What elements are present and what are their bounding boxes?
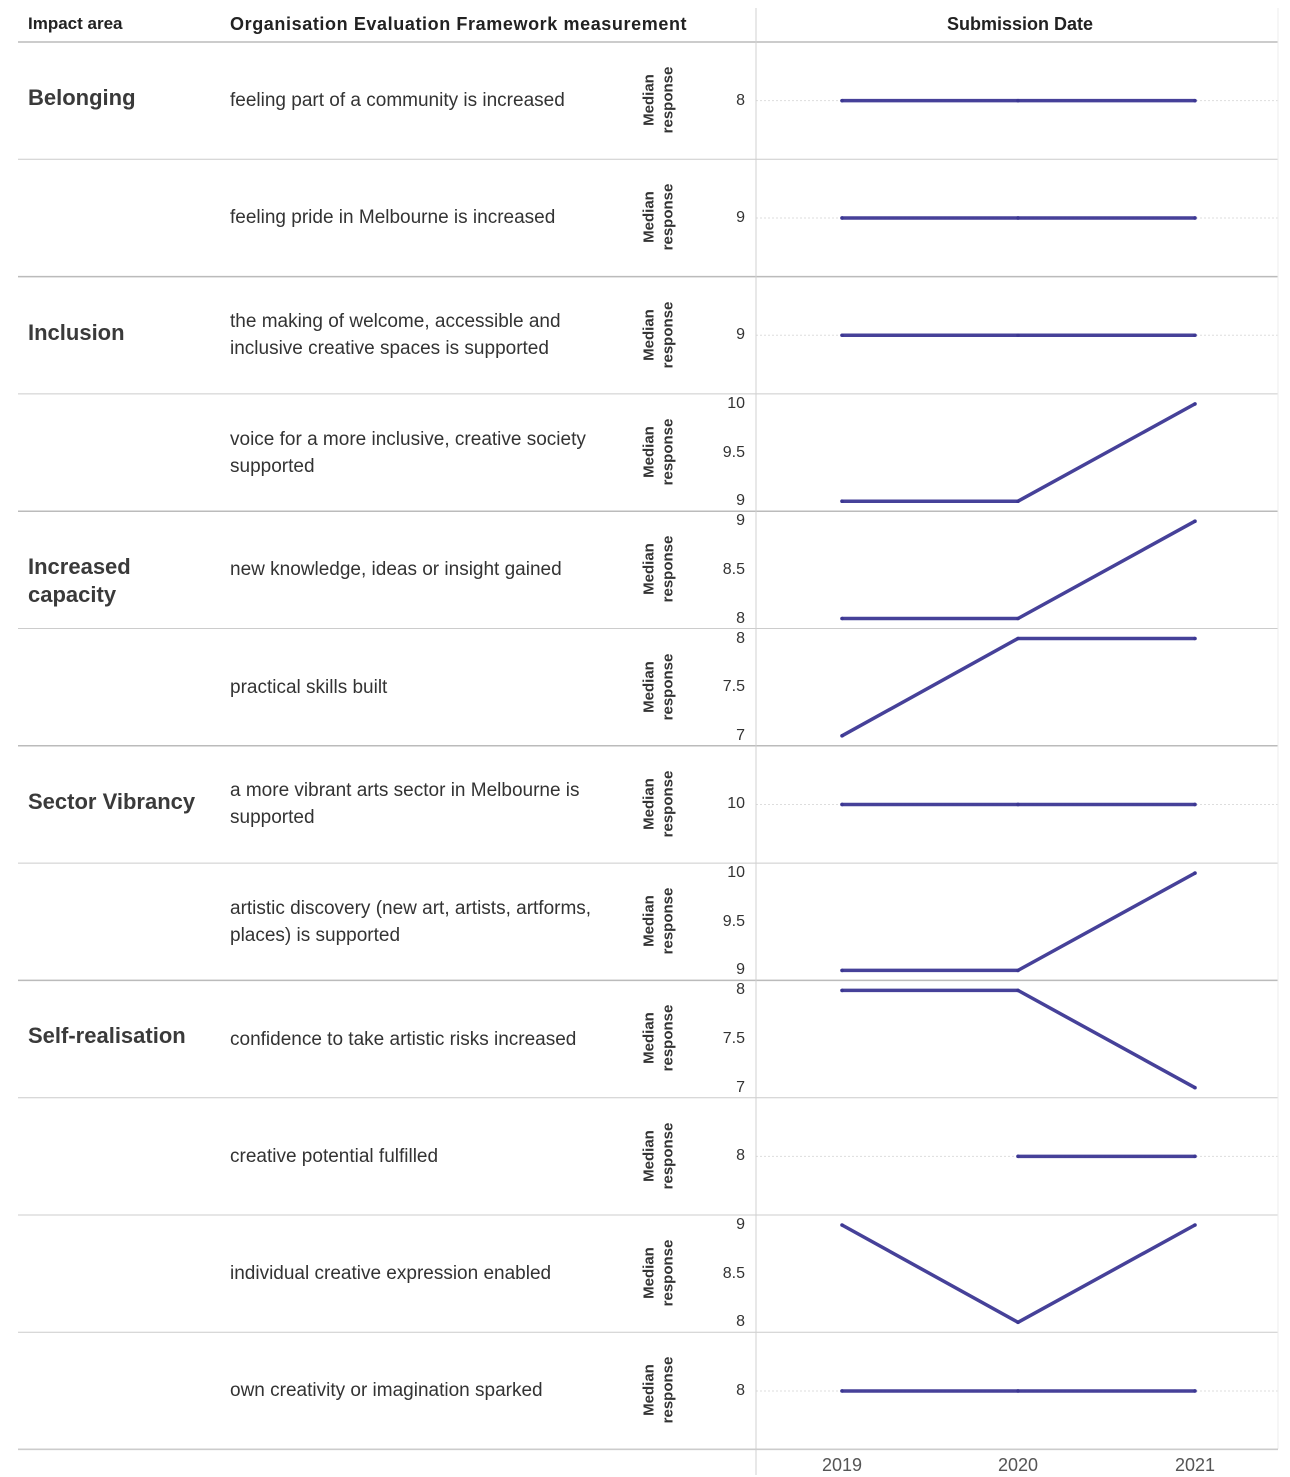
- data-point: [1016, 1320, 1020, 1325]
- data-point: [840, 802, 844, 807]
- series-line: [842, 988, 1196, 1090]
- y-tick-label: 9: [736, 492, 745, 510]
- impact-area-label: Sector Vibrancy: [28, 788, 196, 814]
- measurement-label: a more vibrant arts sector in Melbourne …: [230, 780, 580, 829]
- measurement-label: confidence to take artistic risks increa…: [230, 1028, 577, 1050]
- y-tick-label: 10: [727, 394, 745, 412]
- measurement-label: new knowledge, ideas or insight gained: [230, 559, 562, 581]
- y-tick-label: 10: [727, 864, 745, 882]
- data-point: [1193, 1389, 1197, 1393]
- y-tick-label: 8: [736, 1313, 745, 1331]
- data-point: [840, 1223, 844, 1227]
- x-tick-label: 2019: [821, 1455, 863, 1475]
- data-point: [1016, 333, 1020, 338]
- y-tick-label: 8: [736, 609, 745, 627]
- x-tick-label: 2021: [1174, 1455, 1216, 1475]
- y-tick-label: 9: [736, 1216, 745, 1233]
- y-tick-label: 7.5: [722, 1030, 745, 1048]
- impact-area-label: Self-realisation: [28, 1023, 186, 1049]
- data-point: [1016, 802, 1020, 807]
- data-point: [1193, 1085, 1197, 1090]
- data-point: [1193, 519, 1197, 523]
- data-point: [1016, 499, 1020, 504]
- data-point: [1193, 1223, 1197, 1227]
- measurement-label: own creativity or imagination sparked: [230, 1380, 543, 1402]
- y-tick-label: 9.5: [722, 912, 745, 930]
- measurement-label: artistic discovery (new art, artists, ar…: [230, 897, 592, 946]
- y-tick-label: 8: [736, 629, 745, 647]
- y-tick-label: 8: [736, 1381, 745, 1399]
- y-tick-label: 8: [736, 981, 745, 999]
- y-tick-label: 8.5: [722, 560, 745, 578]
- measurement-label: the making of welcome, accessible and in…: [230, 311, 561, 360]
- data-point: [840, 333, 844, 338]
- data-point: [1193, 333, 1197, 338]
- y-tick-label: 9: [736, 961, 745, 979]
- data-point: [840, 98, 844, 103]
- impact-area-label: Increased capacity: [28, 554, 131, 608]
- data-point: [1193, 871, 1197, 875]
- y-tick-label: 7: [736, 1078, 745, 1096]
- data-point: [1016, 968, 1020, 973]
- y-tick-label: 9: [736, 326, 745, 344]
- measurement-label: individual creative expression enabled: [230, 1263, 552, 1285]
- y-tick-label: 8.5: [722, 1264, 745, 1282]
- data-point: [1193, 402, 1197, 406]
- data-point: [1016, 636, 1020, 641]
- measurement-label: creative potential fulfilled: [230, 1145, 439, 1167]
- series-line: [842, 519, 1196, 621]
- y-tick-label: 9: [736, 208, 745, 226]
- y-tick-label: 9: [736, 512, 745, 530]
- data-point: [1193, 802, 1197, 807]
- data-point: [840, 1389, 844, 1393]
- header-impact-area: Impact area: [28, 14, 123, 33]
- y-tick-label: 9.5: [722, 443, 745, 461]
- y-tick-label: 10: [727, 795, 745, 813]
- data-point: [840, 499, 844, 504]
- measurement-label: feeling pride in Melbourne is increased: [230, 207, 556, 229]
- data-point: [840, 734, 844, 738]
- series-line: [842, 402, 1196, 503]
- data-point: [1016, 1154, 1020, 1159]
- y-tick-label: 8: [736, 1147, 745, 1165]
- series-line: [841, 1223, 1196, 1325]
- data-point: [840, 616, 844, 621]
- impact-area-label: Belonging: [28, 85, 136, 110]
- data-point: [1016, 98, 1020, 103]
- data-point: [840, 968, 844, 973]
- measurement-label: voice for a more inclusive, creative soc…: [230, 428, 586, 477]
- data-point: [1016, 616, 1020, 621]
- data-point: [1193, 98, 1197, 103]
- data-point: [1016, 216, 1020, 220]
- data-point: [840, 988, 844, 993]
- y-tick-label: 7: [736, 726, 745, 744]
- measurement-label: practical skills built: [230, 676, 388, 698]
- data-point: [1193, 216, 1197, 220]
- data-point: [1193, 1154, 1197, 1159]
- data-point: [840, 216, 844, 220]
- impact-area-label: Inclusion: [28, 319, 125, 345]
- series-line: [841, 636, 1195, 738]
- series-line: [842, 871, 1196, 973]
- header-submission-date: Submission Date: [946, 14, 1094, 34]
- y-tick-label: 8: [736, 91, 745, 109]
- x-tick-label: 2020: [997, 1455, 1039, 1475]
- data-point: [1193, 636, 1197, 641]
- data-point: [1016, 1389, 1020, 1393]
- header-measurement: Organisation Evaluation Framework measur…: [230, 14, 688, 34]
- data-point: [1016, 988, 1020, 993]
- y-tick-label: 7.5: [722, 678, 745, 696]
- measurement-label: feeling part of a community is increased: [230, 90, 565, 112]
